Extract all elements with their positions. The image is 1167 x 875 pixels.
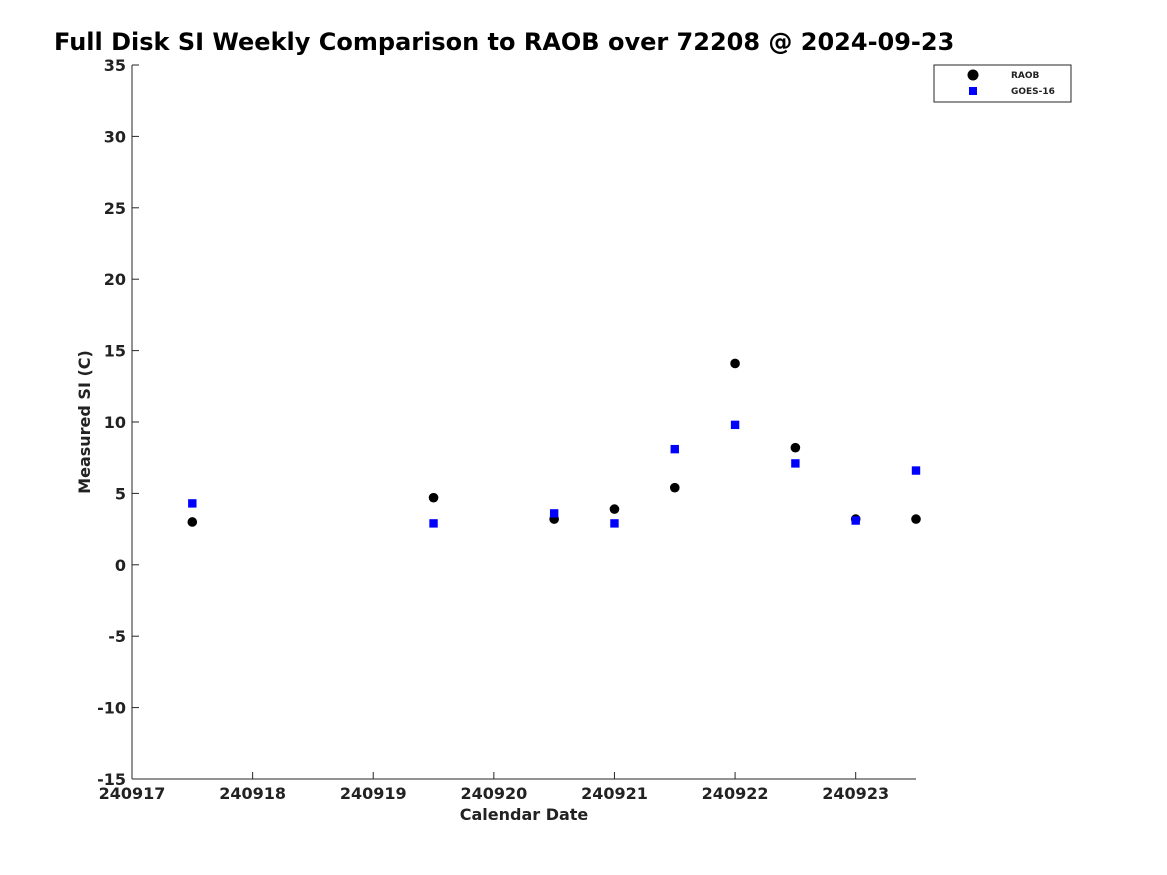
x-axis-label: Calendar Date [460,805,589,824]
y-tick-label: 20 [104,270,126,289]
x-tick-label: 240923 [822,784,889,803]
y-tick-label: 25 [104,199,126,218]
y-axis-label: Measured SI (C) [75,350,94,494]
y-tick-label: 5 [115,484,126,503]
legend-marker-square [969,87,977,95]
x-tick-label: 240921 [581,784,648,803]
goes-16-point [549,509,559,518]
legend: RAOB GOES-16 [933,64,1072,103]
axes [131,65,916,780]
x-tick-label: 240917 [99,784,166,803]
y-axis-ticks: -15 -10 -5 0 5 10 15 20 25 30 35 [97,56,139,789]
chart-title: Full Disk SI Weekly Comparison to RAOB o… [54,28,955,56]
x-axis-ticks: 240917 240918 240919 240920 240921 240922 2409… [99,772,889,803]
legend-label: RAOB [1011,71,1040,81]
goes-16-point [610,519,619,528]
legend-label: GOES-16 [1011,87,1055,97]
raob-point [911,514,921,524]
x-tick-label: 240922 [702,784,769,803]
raob-point [669,482,680,493]
y-tick-label: 10 [104,413,126,432]
raob-point [609,504,620,514]
y-tick-label: 35 [104,56,126,75]
raob-point [730,358,740,369]
x-tick-label: 240919 [340,784,407,803]
raob-point [428,492,439,503]
goes-16-point [851,516,860,525]
y-tick-label: 0 [115,556,126,575]
y-tick-label: 15 [104,342,126,361]
y-tick-label: -10 [97,699,126,718]
goes-16-point [791,459,800,468]
goes-16-point [911,466,921,475]
goes-16-point [188,499,197,508]
legend-marker-circle [967,69,979,81]
goes-16-point [730,420,740,430]
goes-16-point [670,444,679,454]
y-tick-label: -15 [97,770,126,789]
x-tick-label: 240920 [460,784,527,803]
y-tick-label: 30 [104,127,126,146]
legend-box [933,64,1072,103]
raob-point [187,517,198,527]
data-points [187,358,921,528]
raob-point [790,442,801,453]
x-tick-label: 240918 [219,784,286,803]
goes-16-point [429,519,438,528]
y-tick-label: -5 [108,627,126,646]
